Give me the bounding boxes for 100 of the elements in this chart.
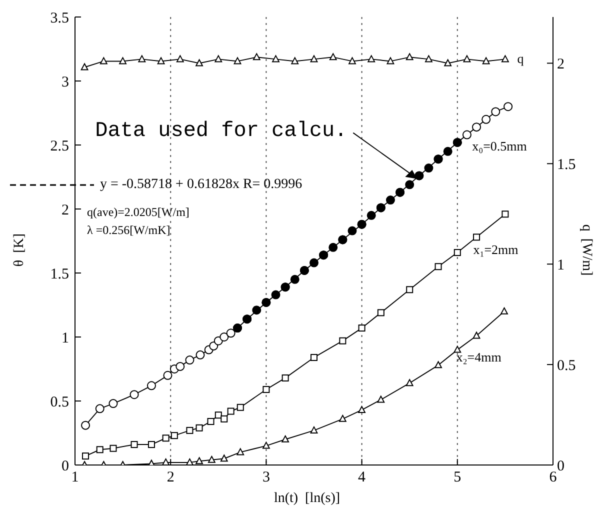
point <box>463 55 471 62</box>
annotation: q(ave)=2.0205[W/m] <box>87 205 190 220</box>
point <box>220 454 228 462</box>
y-tick-label: 3 <box>62 74 69 90</box>
x-axis-title: ln(t) [ln(s)] <box>272 491 342 507</box>
point <box>339 337 346 344</box>
point <box>81 420 90 430</box>
point <box>377 309 384 316</box>
point <box>157 57 165 64</box>
point <box>282 374 289 382</box>
point <box>386 57 394 64</box>
y2-tick-label: 1.5 <box>557 156 576 173</box>
y2-tick-label: 1 <box>557 257 564 274</box>
point <box>462 130 472 140</box>
point <box>163 370 172 380</box>
point <box>424 164 434 173</box>
point <box>186 426 194 434</box>
point <box>444 59 452 66</box>
point <box>138 55 146 62</box>
point <box>434 361 442 368</box>
y-tick-label: 3.5 <box>50 10 69 26</box>
point <box>377 396 385 403</box>
point <box>96 446 104 454</box>
point <box>252 306 262 315</box>
point <box>406 379 414 386</box>
point <box>236 404 244 411</box>
point <box>170 432 178 440</box>
y2-tick-label: 2 <box>557 56 564 73</box>
point <box>291 57 299 64</box>
y-axis-title: θ [K] <box>12 232 28 269</box>
point <box>207 418 214 425</box>
y-tick-label: 1 <box>62 330 69 346</box>
point <box>405 180 414 190</box>
point <box>366 210 376 220</box>
point <box>196 350 205 360</box>
point <box>310 55 318 62</box>
point <box>473 234 480 241</box>
point <box>271 290 280 300</box>
x-tick-label: 5 <box>454 470 462 486</box>
point <box>146 381 156 390</box>
annotation: Data used for calcu. <box>95 120 348 143</box>
point <box>148 441 155 448</box>
point <box>162 434 170 442</box>
point <box>272 55 280 62</box>
x-tick-label: 4 <box>358 470 366 486</box>
point <box>100 57 108 64</box>
y-tick-label: 2 <box>62 202 69 218</box>
x-tick-label: 3 <box>262 470 270 486</box>
point <box>262 386 270 393</box>
point <box>227 408 234 415</box>
x-tick-label: 2 <box>166 470 174 486</box>
point <box>290 274 300 284</box>
y-tick-label: 1.5 <box>50 266 69 282</box>
point <box>185 356 194 365</box>
point <box>220 415 228 422</box>
series-label: x₀=0.5mm <box>472 138 527 154</box>
point <box>454 346 462 353</box>
point <box>176 55 184 62</box>
point <box>226 328 236 338</box>
point <box>504 102 513 112</box>
point <box>328 242 338 252</box>
point <box>338 414 346 422</box>
point <box>482 114 491 124</box>
point <box>434 263 442 270</box>
point <box>454 249 461 256</box>
point <box>196 424 203 432</box>
point <box>502 210 509 218</box>
point <box>472 122 482 132</box>
series-label: x₂=4mm <box>456 349 502 364</box>
point <box>491 107 500 116</box>
point <box>80 63 88 70</box>
y-tick-label: 0 <box>62 458 69 474</box>
point <box>110 444 117 452</box>
point <box>310 354 318 361</box>
point <box>358 324 366 332</box>
point <box>472 332 480 339</box>
point <box>358 406 366 413</box>
point <box>329 53 337 60</box>
point <box>236 448 244 456</box>
point <box>406 286 414 294</box>
point <box>208 456 216 463</box>
point <box>95 404 104 414</box>
point <box>502 55 509 62</box>
point <box>348 226 357 236</box>
point <box>482 57 490 64</box>
annotation: y = -0.58718 + 0.61828x R= 0.9996 <box>100 177 302 193</box>
point <box>310 426 318 434</box>
point <box>119 57 126 64</box>
y2-tick-label: 0.5 <box>557 358 576 374</box>
series-label: q <box>517 51 524 66</box>
annotation: λ =0.256[W/mK] <box>87 223 170 238</box>
y-tick-label: 2.5 <box>50 138 69 154</box>
point <box>310 258 318 268</box>
point <box>214 412 222 419</box>
point <box>282 435 290 442</box>
point <box>368 55 376 62</box>
point <box>196 457 203 464</box>
point <box>386 196 395 205</box>
point <box>500 307 508 314</box>
y2-tick-label: 0 <box>557 458 564 474</box>
